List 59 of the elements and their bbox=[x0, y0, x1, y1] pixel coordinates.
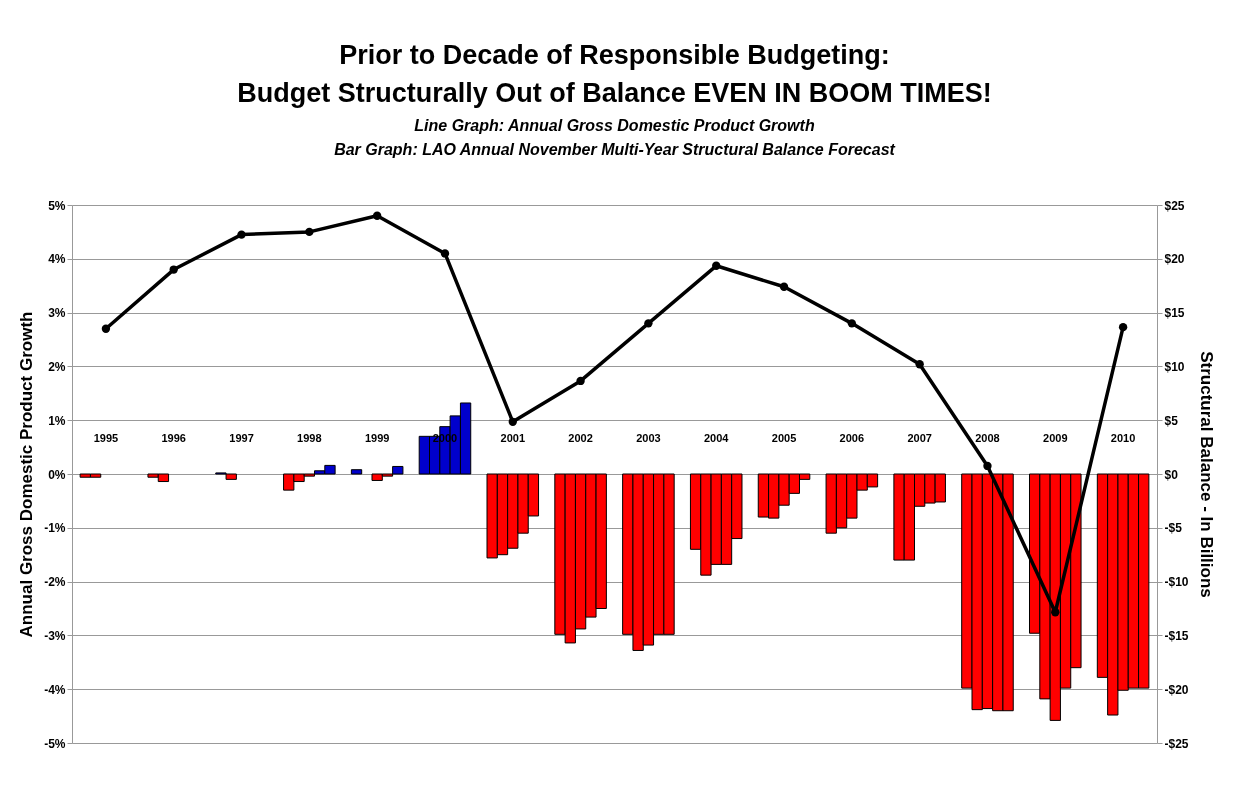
point bbox=[1118, 322, 1128, 332]
x-tick-label: 2001 bbox=[500, 432, 526, 444]
y2-tick-label: $20 bbox=[1164, 252, 1185, 267]
y2-tick-label: $5 bbox=[1164, 413, 1179, 428]
x-tick-label: 1999 bbox=[364, 432, 390, 444]
y-tick-label: -2% bbox=[44, 575, 66, 590]
chart-subtitle: Line Graph: Annual Gross Domestic Product Growth bbox=[414, 117, 815, 134]
x-tick-label: 2010 bbox=[1110, 432, 1136, 444]
y-axis-title: Annual Gross Domestic Product Growth bbox=[17, 311, 37, 638]
x-tick-label: 1997 bbox=[229, 432, 254, 444]
point bbox=[237, 230, 246, 239]
x-tick-label: 1995 bbox=[93, 432, 119, 444]
x-tick-label: 2006 bbox=[839, 432, 865, 444]
point bbox=[372, 211, 382, 220]
point bbox=[169, 265, 178, 274]
x-tick-label: 2007 bbox=[907, 432, 932, 444]
x-tick-label: 2004 bbox=[703, 432, 730, 444]
chart-title: Prior to Decade of Responsible Budgeting: Budget Structurally Out of Balance EVEN IN BOOM TIMES! bbox=[237, 40, 992, 108]
x-tick-label: 1996 bbox=[161, 432, 186, 444]
y2-tick-label: $10 bbox=[1164, 359, 1185, 374]
y-tick-label: 3% bbox=[48, 306, 66, 321]
y2-tick-label: -$25 bbox=[1164, 736, 1189, 751]
x-tick-label: 2005 bbox=[771, 432, 797, 444]
point bbox=[915, 360, 924, 369]
point bbox=[440, 249, 450, 258]
x-tick-label: 2003 bbox=[636, 432, 661, 444]
point bbox=[1051, 608, 1060, 617]
y2-tick-label: -$10 bbox=[1164, 575, 1189, 590]
text: Bar Graph: LAO Annual November Multi-Year Structural Balance Forecast bbox=[334, 141, 896, 158]
y2-tick-label: -$5 bbox=[1164, 521, 1183, 536]
y-tick-label: 2% bbox=[48, 359, 66, 374]
y-tick-label: -5% bbox=[44, 736, 66, 751]
y-tick-label: 0% bbox=[48, 467, 66, 482]
y2-axis-title: Structural Balance - In Billions bbox=[1196, 351, 1216, 598]
bar bbox=[350, 469, 363, 475]
point bbox=[712, 261, 721, 270]
x-tick-label: 2008 bbox=[975, 432, 1000, 444]
x-tick-label: 2009 bbox=[1043, 432, 1068, 444]
point bbox=[983, 461, 992, 471]
point bbox=[101, 324, 111, 333]
x-tick-label: 1998 bbox=[297, 432, 322, 444]
y2-tick-label: $15 bbox=[1164, 306, 1185, 321]
point bbox=[779, 282, 789, 291]
y-tick-label: 1% bbox=[48, 413, 66, 428]
point bbox=[644, 319, 653, 328]
y-tick-label: -1% bbox=[44, 521, 66, 536]
y-tick-label: 4% bbox=[48, 252, 66, 267]
y2-tick-label: $25 bbox=[1164, 198, 1185, 213]
y-tick-label: -3% bbox=[44, 628, 66, 643]
y2-tick-label: -$20 bbox=[1164, 682, 1189, 697]
point bbox=[576, 376, 585, 386]
point bbox=[508, 417, 517, 426]
point bbox=[847, 319, 857, 328]
x-tick-label: 2002 bbox=[568, 432, 593, 444]
y-tick-label: 5% bbox=[48, 198, 66, 213]
y2-tick-label: $0 bbox=[1164, 467, 1179, 482]
y2-tick-label: -$15 bbox=[1164, 628, 1189, 643]
point bbox=[305, 227, 314, 237]
y-tick-label: -4% bbox=[44, 682, 66, 697]
